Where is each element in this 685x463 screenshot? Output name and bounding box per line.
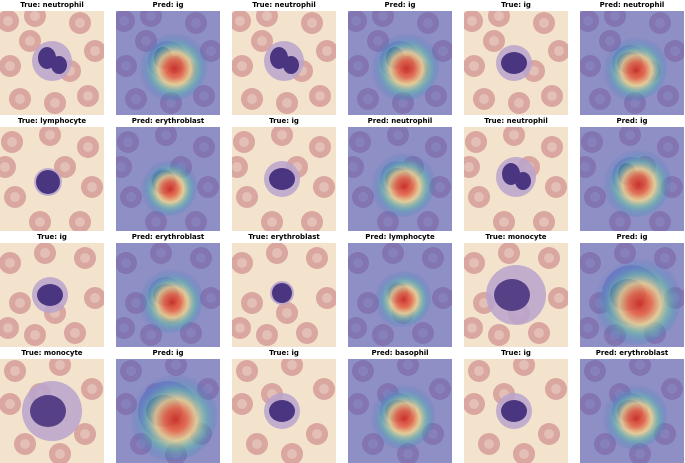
grid-panel: True: ig: [232, 348, 336, 463]
blood-cell-image: [0, 11, 104, 115]
grid-panel: Pred: neutrophil: [348, 116, 452, 231]
panel-title: True: ig: [269, 349, 299, 357]
grid-panel: True: ig: [464, 0, 568, 115]
blood-cell-image: [464, 243, 568, 347]
gradcam-heatmap-image: [348, 11, 452, 115]
gradcam-heatmap-image: [580, 11, 684, 115]
blood-cell-image: [464, 11, 568, 115]
grid-panel: Pred: ig: [580, 116, 684, 231]
gradcam-heatmap-image: [580, 359, 684, 463]
panel-title: True: neutrophil: [252, 1, 316, 9]
gradcam-heatmap-image: [116, 11, 220, 115]
grid-panel: True: neutrophil: [0, 0, 104, 115]
gradcam-heatmap-image: [580, 127, 684, 231]
gradcam-heatmap-image: [348, 127, 452, 231]
blood-cell-image: [0, 359, 104, 463]
grid-panel: True: ig: [232, 116, 336, 231]
blood-cell-image: [0, 243, 104, 347]
grid-panel: Pred: erythroblast: [580, 348, 684, 463]
blood-cell-image: [232, 243, 336, 347]
panel-title: True: ig: [269, 117, 299, 125]
gradcam-heatmap-image: [580, 243, 684, 347]
gradcam-heatmap-image: [116, 243, 220, 347]
panel-title: True: ig: [501, 1, 531, 9]
gradcam-heatmap-image: [348, 243, 452, 347]
blood-cell-image: [464, 127, 568, 231]
panel-title: True: erythroblast: [248, 233, 320, 241]
grid-panel: True: neutrophil: [232, 0, 336, 115]
grid-panel: Pred: ig: [348, 0, 452, 115]
panel-title: Pred: ig: [616, 233, 648, 241]
panel-title: Pred: basophil: [371, 349, 429, 357]
panel-title: Pred: ig: [152, 349, 184, 357]
panel-title: Pred: erythroblast: [131, 233, 205, 241]
panel-title: True: ig: [37, 233, 67, 241]
panel-title: True: neutrophil: [20, 1, 84, 9]
panel-title: Pred: erythroblast: [595, 349, 669, 357]
blood-cell-image: [464, 359, 568, 463]
panel-title: True: monocyte: [485, 233, 547, 241]
panel-title: Pred: erythroblast: [131, 117, 205, 125]
panel-title: Pred: ig: [384, 1, 416, 9]
grid-panel: Pred: ig: [116, 0, 220, 115]
grid-panel: Pred: erythroblast: [116, 116, 220, 231]
grid-panel: Pred: basophil: [348, 348, 452, 463]
panel-title: True: lymphocyte: [17, 117, 87, 125]
blood-cell-image: [232, 359, 336, 463]
panel-title: True: monocyte: [21, 349, 83, 357]
grid-panel: True: monocyte: [464, 232, 568, 347]
blood-cell-image: [232, 11, 336, 115]
grid-panel: True: erythroblast: [232, 232, 336, 347]
panel-title: Pred: neutrophil: [367, 117, 433, 125]
panel-title: True: neutrophil: [484, 117, 548, 125]
grid-panel: True: ig: [0, 232, 104, 347]
grid-panel: True: monocyte: [0, 348, 104, 463]
panel-title: Pred: neutrophil: [599, 1, 665, 9]
grid-panel: Pred: neutrophil: [580, 0, 684, 115]
gradcam-heatmap-image: [116, 127, 220, 231]
grid-panel: True: lymphocyte: [0, 116, 104, 231]
blood-cell-image: [232, 127, 336, 231]
grid-panel: Pred: erythroblast: [116, 232, 220, 347]
panel-title: Pred: ig: [152, 1, 184, 9]
gradcam-heatmap-image: [116, 359, 220, 463]
panel-title: True: ig: [501, 349, 531, 357]
panel-title: Pred: ig: [616, 117, 648, 125]
panel-title: Pred: lymphocyte: [365, 233, 435, 241]
blood-cell-image: [0, 127, 104, 231]
gradcam-heatmap-image: [348, 359, 452, 463]
grid-panel: Pred: lymphocyte: [348, 232, 452, 347]
grid-panel: Pred: ig: [116, 348, 220, 463]
grid-panel: Pred: ig: [580, 232, 684, 347]
grid-panel: True: neutrophil: [464, 116, 568, 231]
grid-panel: True: ig: [464, 348, 568, 463]
